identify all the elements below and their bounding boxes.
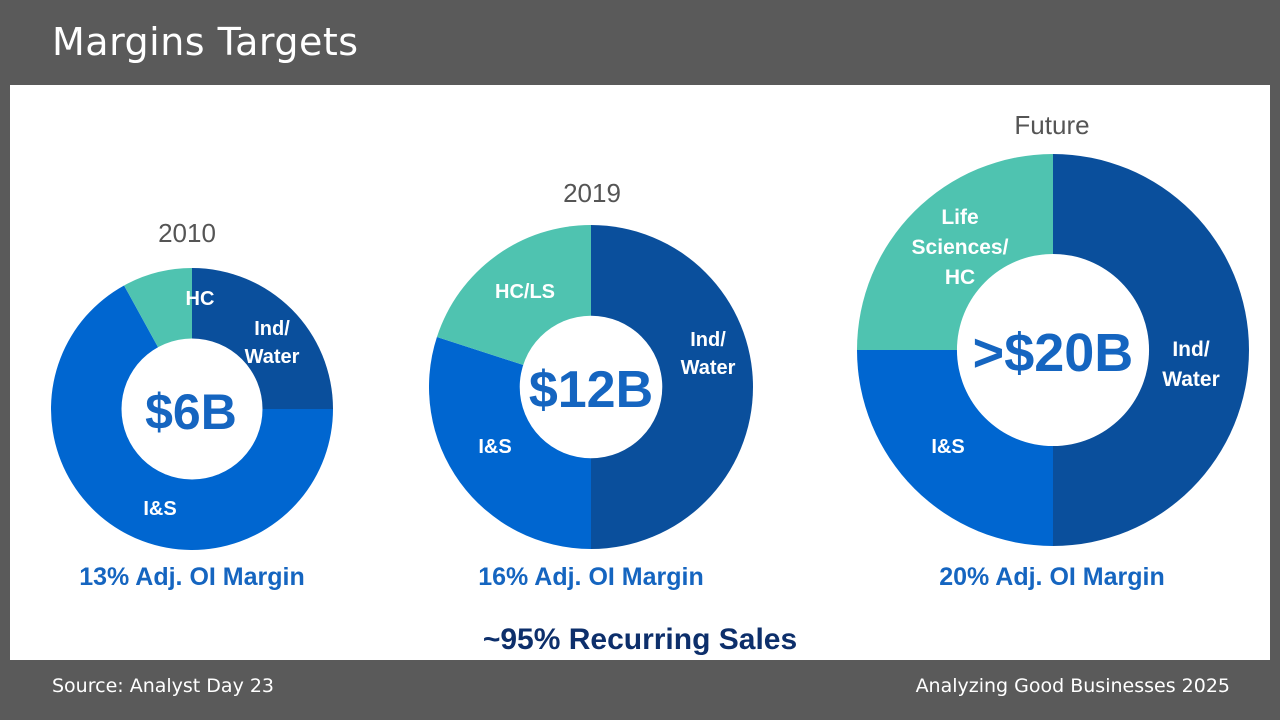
slice-label-life-future: Life bbox=[941, 206, 979, 229]
source-label: Source: Analyst Day 23 bbox=[52, 675, 275, 697]
slice-label-sciences-future: Sciences/ bbox=[911, 236, 1009, 259]
donut-hole-2010 bbox=[121, 338, 263, 480]
slice-label-is-future: I&S bbox=[931, 436, 965, 458]
chart-title-future: Future bbox=[1014, 110, 1090, 140]
center-value-2010: $6B bbox=[145, 384, 237, 440]
donut-hole-2019 bbox=[519, 315, 663, 459]
slice-label-ind-future: Ind/ bbox=[1172, 338, 1210, 361]
margin-label-2010: 13% Adj. OI Margin bbox=[79, 563, 305, 591]
chart-panel: 2010 HC Ind/Water I&S $6B 13% Adj. OI Ma… bbox=[10, 85, 1270, 660]
slice-label-is-2019: I&S bbox=[478, 436, 512, 458]
donut-chart-future bbox=[857, 154, 1249, 546]
slice-label-water-2010: Water bbox=[244, 346, 300, 368]
chart-title-2019: 2019 bbox=[563, 178, 621, 208]
slice-label-ls-hc-future: Life Sciences/HC bbox=[890, 203, 1030, 293]
slice-label-water-2019: Water bbox=[680, 357, 736, 379]
slide-title: Margins Targets bbox=[52, 20, 359, 64]
center-value-future: >$20B bbox=[972, 323, 1134, 383]
donut-chart-2010 bbox=[51, 268, 333, 550]
donut-chart-2019 bbox=[429, 225, 753, 549]
slice-ind-water-future bbox=[1053, 154, 1249, 546]
chart-title-2010: 2010 bbox=[158, 218, 216, 248]
center-value-2019: $12B bbox=[528, 361, 654, 419]
margin-label-2019: 16% Adj. OI Margin bbox=[478, 563, 704, 591]
slice-label-ind-water-future: Ind/Water bbox=[1146, 335, 1236, 395]
credit-label: Analyzing Good Businesses 2025 bbox=[915, 675, 1230, 697]
slice-ind-water-2019 bbox=[591, 225, 753, 549]
slice-label-ind-2019: Ind/ bbox=[690, 329, 726, 351]
slice-label-ind-water-2019: Ind/Water bbox=[668, 326, 748, 382]
slice-label-hc-2010: HC bbox=[185, 288, 215, 310]
slice-label-water-future: Water bbox=[1162, 368, 1220, 391]
slice-label-ind-water-2010: Ind/Water bbox=[232, 315, 312, 371]
slice-label-is-2010: I&S bbox=[143, 498, 177, 520]
slice-label-ind-2010: Ind/ bbox=[254, 318, 290, 340]
slice-label-hc-future: HC bbox=[944, 266, 976, 289]
margin-label-future: 20% Adj. OI Margin bbox=[939, 563, 1165, 591]
donut-hole-future bbox=[956, 253, 1150, 447]
recurring-sales-label: ~95% Recurring Sales bbox=[482, 623, 798, 656]
slice-label-hc-ls-2019: HC/LS bbox=[495, 281, 555, 303]
